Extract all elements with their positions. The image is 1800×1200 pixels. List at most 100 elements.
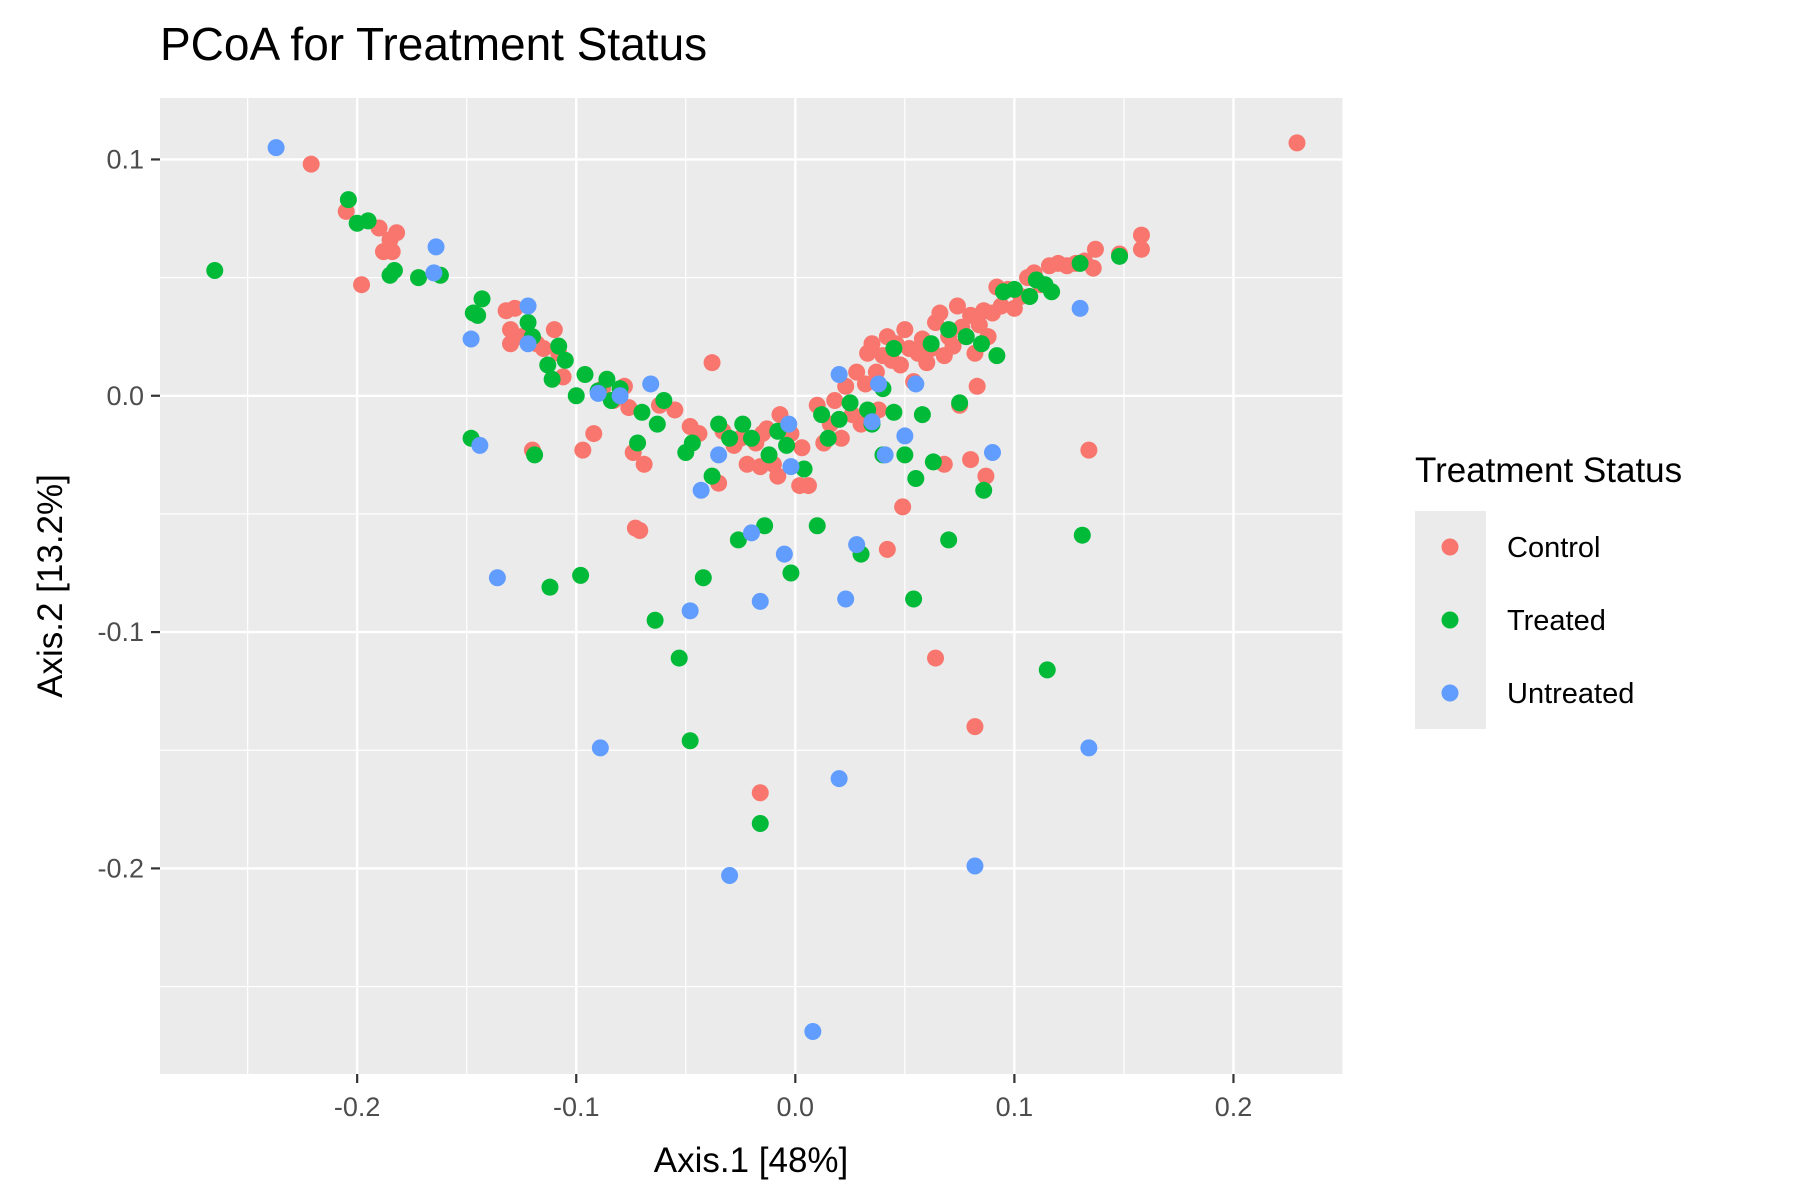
point-untreated [863, 413, 881, 431]
point-untreated [721, 866, 739, 884]
point-untreated [425, 264, 443, 282]
point-control [302, 155, 320, 173]
point-untreated [780, 415, 798, 433]
point-untreated [751, 592, 769, 610]
point-untreated [907, 375, 925, 393]
point-untreated [896, 427, 914, 445]
point-untreated [804, 1022, 822, 1040]
point-untreated [488, 569, 506, 587]
point-treated [359, 212, 377, 230]
point-treated [681, 732, 699, 750]
point-treated [526, 446, 544, 464]
point-treated [760, 446, 778, 464]
point-control [751, 458, 769, 476]
point-untreated [681, 602, 699, 620]
point-untreated [743, 524, 760, 542]
point-control [388, 224, 406, 242]
point-control [826, 391, 844, 409]
point-treated [633, 403, 651, 421]
point-treated [550, 337, 568, 355]
point-control [635, 455, 653, 473]
point-control [1288, 134, 1306, 152]
point-treated [813, 406, 831, 424]
point-treated [539, 356, 557, 374]
plot-panel [160, 98, 1343, 1074]
point-untreated [591, 739, 609, 757]
point-untreated [462, 330, 480, 348]
x-tick-label: 0.0 [777, 1092, 815, 1122]
point-treated [646, 611, 664, 629]
point-untreated [775, 545, 793, 563]
point-treated [721, 429, 739, 447]
legend-key-untreated [1441, 684, 1459, 702]
point-treated [975, 481, 993, 499]
point-untreated [471, 436, 489, 454]
legend-label-treated: Treated [1507, 605, 1606, 637]
point-treated [885, 403, 903, 421]
point-treated [655, 391, 673, 409]
point-treated [778, 436, 796, 454]
point-control [918, 354, 936, 372]
point-treated [206, 262, 224, 280]
y-tick-label: -0.1 [97, 617, 144, 647]
point-treated [782, 564, 800, 582]
point-treated [381, 266, 399, 284]
point-untreated [1080, 739, 1098, 757]
point-untreated [611, 387, 629, 405]
point-control [878, 540, 896, 558]
point-untreated [983, 443, 1001, 461]
point-treated [885, 339, 903, 357]
point-treated [808, 517, 826, 535]
point-control [1086, 240, 1104, 258]
point-treated [1073, 526, 1091, 544]
point-control [620, 399, 638, 417]
point-control [968, 377, 986, 395]
point-control [1080, 441, 1098, 459]
point-control [832, 429, 850, 447]
point-treated [598, 370, 616, 388]
point-treated [469, 306, 487, 324]
point-treated [1071, 254, 1089, 272]
point-untreated [848, 536, 866, 554]
point-control [769, 467, 787, 485]
point-treated [896, 446, 914, 464]
point-control [1132, 240, 1150, 258]
point-treated [556, 351, 574, 369]
y-tick-label: 0.0 [106, 381, 144, 411]
point-control [738, 455, 756, 473]
point-control [1132, 226, 1150, 244]
x-tick-label: -0.1 [553, 1092, 600, 1122]
point-treated [541, 578, 559, 596]
point-untreated [267, 139, 285, 157]
point-treated [410, 269, 428, 287]
point-control [891, 356, 909, 374]
x-tick-label: 0.1 [996, 1092, 1034, 1122]
point-control [545, 321, 563, 339]
point-treated [1043, 283, 1061, 301]
point-control [856, 375, 874, 393]
y-axis-title: Axis.2 [13.2%] [31, 474, 70, 698]
point-untreated [692, 481, 710, 499]
point-control [927, 649, 945, 667]
point-treated [703, 467, 721, 485]
legend-label-control: Control [1507, 532, 1601, 564]
point-treated [543, 370, 561, 388]
point-treated [710, 415, 728, 433]
point-untreated [427, 238, 445, 256]
point-treated [913, 406, 931, 424]
y-tick-label: -0.2 [97, 853, 144, 883]
point-untreated [519, 335, 537, 353]
point-treated [670, 649, 688, 667]
legend-key-control [1441, 538, 1459, 556]
point-control [353, 276, 371, 294]
point-treated [694, 569, 712, 587]
point-treated [1038, 661, 1056, 679]
point-control [966, 718, 984, 736]
point-treated [683, 434, 701, 452]
y-tick-label: 0.1 [106, 144, 144, 174]
point-control [931, 304, 949, 322]
point-treated [907, 469, 925, 487]
point-control [896, 321, 914, 339]
point-control [793, 439, 811, 457]
